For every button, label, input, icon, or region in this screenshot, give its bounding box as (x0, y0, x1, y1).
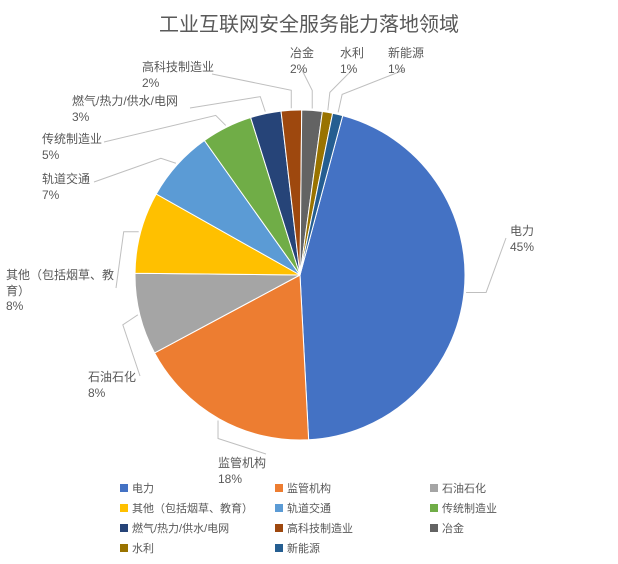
legend-label: 轨道交通 (287, 500, 331, 516)
legend-label: 燃气/热力/供水/电网 (132, 520, 229, 536)
leader-line (190, 97, 265, 112)
legend-item: 其他（包括烟草、教育） (120, 500, 275, 516)
legend-swatch (275, 484, 283, 492)
legend-label: 石油石化 (442, 480, 486, 496)
legend-item: 电力 (120, 480, 275, 496)
legend-swatch (120, 504, 128, 512)
legend-label: 电力 (132, 480, 154, 496)
legend-item: 冶金 (430, 520, 585, 536)
legend-item: 燃气/热力/供水/电网 (120, 520, 275, 536)
slice-label: 石油石化8% (88, 370, 136, 401)
legend-label: 新能源 (287, 540, 320, 556)
leader-line (94, 158, 176, 182)
legend: 电力 监管机构 石油石化其他（包括烟草、教育） 轨道交通 传统制造业燃气/热力/供水/电… (120, 480, 590, 560)
legend-label: 高科技制造业 (287, 520, 353, 536)
leader-line (466, 238, 506, 292)
legend-item: 监管机构 (275, 480, 430, 496)
slice-label: 水利1% (340, 46, 364, 77)
legend-swatch (275, 524, 283, 532)
slice-label: 燃气/热力/供水/电网3% (72, 94, 178, 125)
slice-label: 高科技制造业2% (142, 60, 214, 91)
slice-label: 传统制造业5% (42, 132, 102, 163)
slice-label: 电力45% (510, 224, 534, 255)
legend-label: 传统制造业 (442, 500, 497, 516)
legend-swatch (120, 524, 128, 532)
pie-chart-container: 工业互联网安全服务能力落地领域 电力45%监管机构18%石油石化8%其他（包括烟… (0, 0, 618, 564)
legend-item: 新能源 (275, 540, 430, 556)
legend-swatch (275, 504, 283, 512)
legend-item: 石油石化 (430, 480, 585, 496)
legend-swatch (430, 504, 438, 512)
legend-swatch (120, 544, 128, 552)
legend-item: 水利 (120, 540, 275, 556)
legend-label: 冶金 (442, 520, 464, 536)
legend-item: 轨道交通 (275, 500, 430, 516)
slice-label: 冶金2% (290, 46, 314, 77)
slice-label: 其他（包括烟草、教育）8% (6, 268, 114, 315)
legend-label: 监管机构 (287, 480, 331, 496)
legend-item: 传统制造业 (430, 500, 585, 516)
slice-label: 新能源1% (388, 46, 424, 77)
legend-swatch (430, 484, 438, 492)
legend-label: 水利 (132, 540, 154, 556)
leader-line (123, 315, 140, 376)
leader-line (212, 74, 291, 108)
legend-item: 高科技制造业 (275, 520, 430, 536)
legend-swatch (120, 484, 128, 492)
legend-swatch (430, 524, 438, 532)
legend-swatch (275, 544, 283, 552)
slice-label: 轨道交通7% (42, 172, 90, 203)
legend-label: 其他（包括烟草、教育） (132, 500, 253, 516)
